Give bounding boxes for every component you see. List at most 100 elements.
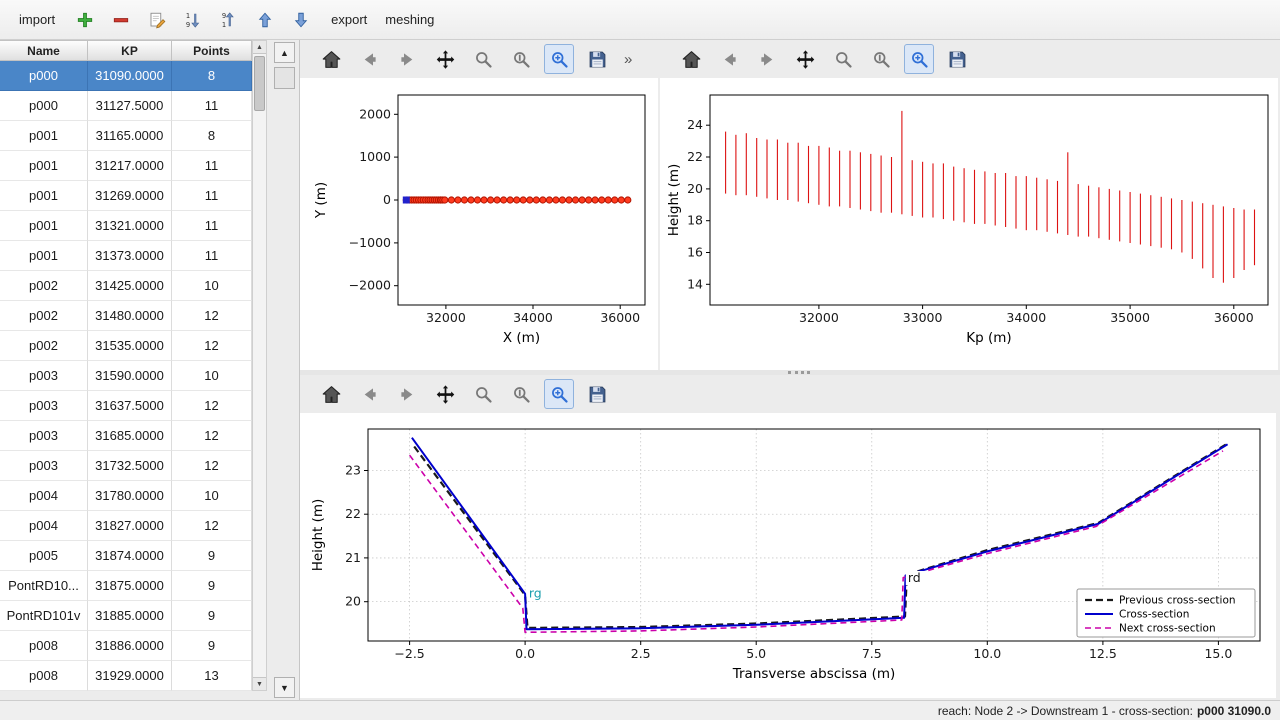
home-icon[interactable]	[316, 379, 346, 409]
back-icon[interactable]	[714, 44, 744, 74]
cell-name: p001	[0, 121, 88, 151]
status-selection: p000 31090.0	[1196, 703, 1271, 718]
save-icon[interactable]	[582, 44, 612, 74]
forward-icon[interactable]	[752, 44, 782, 74]
zoom-alt-icon[interactable]	[506, 44, 536, 74]
move-up-icon[interactable]	[252, 7, 278, 33]
zoom-icon[interactable]	[468, 379, 498, 409]
scroll-down-icon[interactable]: ▼	[274, 677, 295, 698]
sort-descending-icon[interactable]	[216, 7, 242, 33]
svg-text:35000: 35000	[1110, 310, 1150, 325]
cell-name: p003	[0, 421, 88, 451]
table-row[interactable]: PontRD101v 31885.0000 9	[0, 601, 252, 631]
table-row[interactable]: p003 31732.5000 12	[0, 451, 252, 481]
cell-points: 10	[172, 481, 252, 511]
plan-view-chart[interactable]: 32000 34000 36000 −2000 −1000 0 1000 2000 X (m) Y…	[300, 78, 658, 370]
cell-kp: 31827.0000	[88, 511, 172, 541]
table-row[interactable]: p001 31373.0000 11	[0, 241, 252, 271]
scroll-down-icon[interactable]: ▼	[253, 677, 266, 690]
cell-name: p000	[0, 91, 88, 121]
cell-points: 11	[172, 151, 252, 181]
cell-points: 12	[172, 511, 252, 541]
table-scrollbar[interactable]: ▲ ▼	[252, 40, 267, 691]
cell-name: p001	[0, 211, 88, 241]
column-header-name[interactable]: Name	[0, 40, 88, 61]
forward-icon[interactable]	[392, 44, 422, 74]
save-icon[interactable]	[582, 379, 612, 409]
cross-section-toolbar	[300, 375, 1280, 413]
forward-icon[interactable]	[392, 379, 422, 409]
cell-name: p001	[0, 241, 88, 271]
svg-text:34000: 34000	[1006, 310, 1046, 325]
table-row[interactable]: p002 31535.0000 12	[0, 331, 252, 361]
column-header-kp[interactable]: KP	[88, 40, 172, 61]
column-header-points[interactable]: Points	[172, 40, 252, 61]
table-row[interactable]: p003 31590.0000 10	[0, 361, 252, 391]
table-row[interactable]: p001 31165.0000 8	[0, 121, 252, 151]
save-icon[interactable]	[942, 44, 972, 74]
table-row[interactable]: p004 31780.0000 10	[0, 481, 252, 511]
cell-name: p003	[0, 391, 88, 421]
horizontal-splitter[interactable]	[300, 370, 1280, 375]
back-icon[interactable]	[354, 379, 384, 409]
table-row[interactable]: p008 31929.0000 13	[0, 661, 252, 691]
cross-section-chart[interactable]: rg rd −2.5 0.0 2.5 5.0 7.5 10.0 12.5 15.0 20 21 22 23…	[300, 413, 1276, 698]
table-row[interactable]: p001 31321.0000 11	[0, 211, 252, 241]
zoom-rect-icon[interactable]	[544, 44, 574, 74]
zoom-icon[interactable]	[828, 44, 858, 74]
zoom-rect-icon[interactable]	[904, 44, 934, 74]
cell-points: 11	[172, 181, 252, 211]
pan-icon[interactable]	[430, 379, 460, 409]
zoom-icon[interactable]	[468, 44, 498, 74]
remove-icon[interactable]	[108, 7, 134, 33]
table-row[interactable]: p002 31425.0000 10	[0, 271, 252, 301]
cell-points: 9	[172, 601, 252, 631]
svg-text:0.0: 0.0	[515, 646, 535, 661]
meshing-button[interactable]: meshing	[376, 8, 443, 31]
table-row[interactable]: p005 31874.0000 9	[0, 541, 252, 571]
table-row[interactable]: p008 31886.0000 9	[0, 631, 252, 661]
zoom-alt-icon[interactable]	[866, 44, 896, 74]
table-scrollbar-thumb[interactable]	[254, 56, 265, 111]
import-button[interactable]: import	[10, 8, 64, 31]
cell-kp: 31875.0000	[88, 571, 172, 601]
svg-text:21: 21	[345, 550, 361, 565]
pan-icon[interactable]	[790, 44, 820, 74]
scroll-up-icon[interactable]: ▲	[274, 42, 295, 63]
zoom-rect-icon[interactable]	[544, 379, 574, 409]
home-icon[interactable]	[316, 44, 346, 74]
table-row[interactable]: PontRD10... 31875.0000 9	[0, 571, 252, 601]
svg-text:Cross-section: Cross-section	[1119, 609, 1189, 621]
table-row[interactable]: p002 31480.0000 12	[0, 301, 252, 331]
toolbar-overflow-chevron[interactable]: »	[624, 50, 632, 68]
move-down-icon[interactable]	[288, 7, 314, 33]
table-row[interactable]: p003 31637.5000 12	[0, 391, 252, 421]
home-icon[interactable]	[676, 44, 706, 74]
back-icon[interactable]	[354, 44, 384, 74]
panel-scrollbar-thumb[interactable]	[274, 67, 295, 89]
add-icon[interactable]	[72, 7, 98, 33]
table-row[interactable]: p003 31685.0000 12	[0, 421, 252, 451]
panel-scrollbar[interactable]: ▲ ▼	[272, 40, 298, 700]
longitudinal-profile-chart[interactable]: 32000 33000 34000 35000 36000 14 16 18 20 22 24 Kp …	[660, 78, 1278, 370]
cell-name: p002	[0, 301, 88, 331]
edit-icon[interactable]	[144, 7, 170, 33]
zoom-alt-icon[interactable]	[506, 379, 536, 409]
cell-points: 10	[172, 361, 252, 391]
table-row[interactable]: p001 31217.0000 11	[0, 151, 252, 181]
scroll-up-icon[interactable]: ▲	[253, 41, 266, 54]
table-row[interactable]: p000 31127.5000 11	[0, 91, 252, 121]
svg-text:22: 22	[345, 506, 361, 521]
table-row[interactable]: p001 31269.0000 11	[0, 181, 252, 211]
table-row[interactable]: p004 31827.0000 12	[0, 511, 252, 541]
table-row[interactable]: p000 31090.0000 8	[0, 61, 252, 91]
cell-kp: 31373.0000	[88, 241, 172, 271]
svg-text:36000: 36000	[600, 310, 640, 325]
cell-kp: 31874.0000	[88, 541, 172, 571]
sort-ascending-icon[interactable]	[180, 7, 206, 33]
pan-icon[interactable]	[430, 44, 460, 74]
export-button[interactable]: export	[322, 8, 376, 31]
splitter-grip[interactable]	[788, 371, 810, 374]
cell-kp: 31269.0000	[88, 181, 172, 211]
plan-view-panel: » 32000 34000 36000 −2000 −1000 0 1000 2000 X (m…	[300, 40, 659, 370]
